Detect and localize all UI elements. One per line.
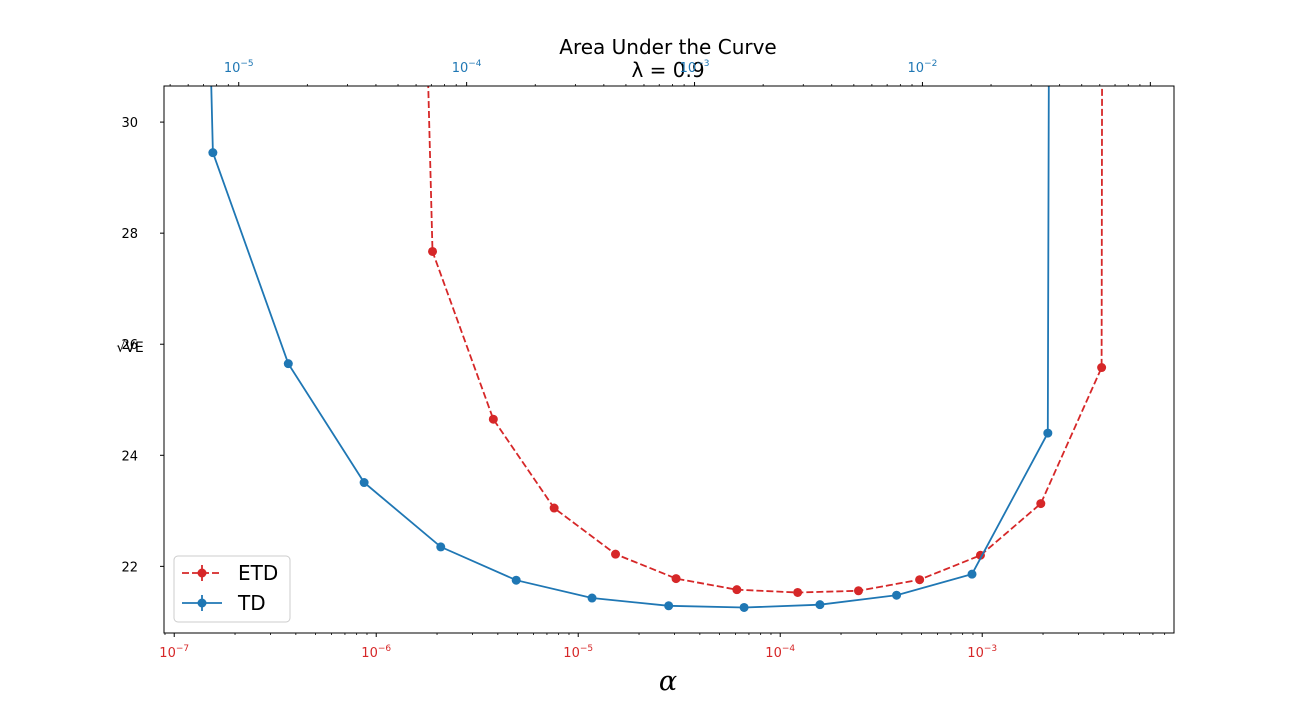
plot-frame bbox=[163, 85, 1175, 634]
data-point-etd bbox=[488, 414, 498, 424]
data-point-td bbox=[967, 569, 977, 579]
data-point-etd bbox=[428, 246, 438, 256]
legend-label-td: TD bbox=[237, 591, 266, 615]
data-point-td bbox=[208, 148, 218, 158]
bottom-tick-label: 10−6 bbox=[361, 644, 391, 661]
top-tick-label: 10−4 bbox=[452, 59, 482, 76]
y-axis-ticks: 22 24 26 28 30 bbox=[121, 116, 164, 575]
data-point-td bbox=[892, 590, 902, 600]
x-axis-bottom-ticks: 10−7 10−6 10−5 10−4 10−3 bbox=[159, 633, 1166, 661]
data-point-td bbox=[511, 575, 521, 585]
legend-marker bbox=[197, 598, 207, 608]
data-point-etd bbox=[549, 503, 559, 513]
bottom-tick-label: 10−5 bbox=[563, 644, 593, 661]
data-point-etd bbox=[611, 549, 621, 559]
bottom-tick-label: 10−4 bbox=[765, 644, 795, 661]
data-point-etd bbox=[1036, 499, 1046, 509]
y-tick-label: 30 bbox=[121, 116, 138, 131]
data-point-etd bbox=[853, 586, 863, 596]
data-point-td bbox=[283, 359, 293, 369]
y-tick-label: 26 bbox=[121, 338, 138, 353]
x-axis-label: α bbox=[659, 666, 677, 697]
series-line-td bbox=[210, 86, 1050, 609]
legend: ETD TD bbox=[173, 555, 291, 623]
y-axis-label: √VE bbox=[116, 340, 143, 356]
top-tick-label: 10−3 bbox=[680, 59, 710, 76]
data-point-td bbox=[359, 478, 369, 488]
series-line-etd bbox=[427, 86, 1103, 594]
bottom-tick-label: 10−3 bbox=[967, 644, 997, 661]
top-tick-label: 10−2 bbox=[908, 59, 938, 76]
legend-marker bbox=[197, 568, 207, 578]
y-tick-label: 22 bbox=[121, 560, 138, 575]
data-point-etd bbox=[671, 574, 681, 584]
chart-title: Area Under the Curve bbox=[559, 35, 776, 59]
data-point-etd bbox=[915, 575, 925, 585]
data-point-td bbox=[664, 601, 674, 611]
data-point-td bbox=[739, 602, 749, 612]
data-point-etd bbox=[793, 587, 803, 597]
legend-label-etd: ETD bbox=[238, 561, 278, 585]
top-tick-label: 10−5 bbox=[224, 59, 254, 76]
chart-subtitle: λ = 0.9 bbox=[631, 58, 704, 82]
data-point-etd bbox=[732, 585, 742, 595]
data-point-td bbox=[815, 600, 825, 610]
data-point-etd bbox=[1097, 363, 1107, 373]
data-point-td bbox=[1043, 428, 1053, 438]
y-tick-label: 28 bbox=[121, 227, 138, 242]
data-point-td bbox=[587, 593, 597, 603]
plot-area bbox=[164, 86, 1174, 633]
data-point-td bbox=[436, 542, 446, 552]
series-layer bbox=[208, 86, 1107, 612]
bottom-tick-label: 10−7 bbox=[159, 644, 189, 661]
y-tick-label: 24 bbox=[121, 449, 138, 464]
